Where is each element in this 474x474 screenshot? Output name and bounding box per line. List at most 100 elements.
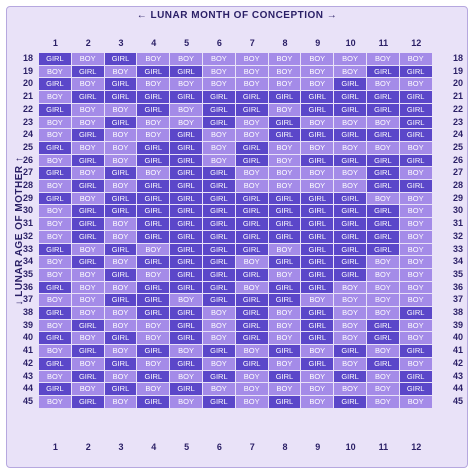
grid-cell: GIRL — [137, 395, 170, 408]
grid-cell: GIRL — [366, 319, 399, 332]
grid-cell: BOY — [235, 281, 268, 294]
grid-cell: GIRL — [235, 294, 268, 307]
table-row: BOY GIRL GIRL GIRL GIRL GIRL GIRL GIRL GIRL GIRL G… — [39, 91, 432, 103]
grid-cell: GIRL — [301, 357, 334, 370]
month-label-top: 12 — [411, 38, 422, 48]
grid-cell: GIRL — [399, 91, 432, 103]
grid-cell: BOY — [399, 357, 432, 370]
grid-cell: GIRL — [202, 230, 235, 243]
grid-cell: BOY — [39, 180, 71, 192]
grid-cell: BOY — [268, 319, 301, 332]
grid-cell: BOY — [399, 268, 432, 281]
grid-cell: GIRL — [301, 192, 334, 205]
grid-cell: GIRL — [334, 129, 366, 141]
age-label-right: 36 — [452, 281, 463, 292]
age-label-right: 39 — [452, 319, 463, 330]
grid-cell: GIRL — [137, 65, 170, 78]
grid-cell: BOY — [137, 319, 170, 332]
grid-cell: GIRL — [366, 243, 399, 256]
grid-cell: GIRL — [170, 141, 202, 154]
age-label-right: 42 — [452, 357, 463, 368]
month-label-bottom: 9 — [315, 442, 321, 452]
grid-cell: BOY — [235, 256, 268, 268]
grid-cell: GIRL — [268, 294, 301, 307]
grid-cell: GIRL — [202, 192, 235, 205]
grid-cell: BOY — [399, 218, 432, 230]
age-label-left: 36 — [22, 281, 33, 292]
age-label-left: 25 — [22, 141, 33, 152]
grid-cell: BOY — [104, 154, 137, 167]
grid-cell: GIRL — [71, 345, 104, 357]
grid-cell: GIRL — [202, 205, 235, 218]
grid-cell: GIRL — [235, 230, 268, 243]
grid-cell: GIRL — [170, 129, 202, 141]
grid-cell: BOY — [399, 78, 432, 91]
grid-cell: BOY — [334, 307, 366, 319]
grid-cell: GIRL — [170, 230, 202, 243]
grid-cell: GIRL — [170, 180, 202, 192]
grid-cell: BOY — [104, 281, 137, 294]
grid-cell: BOY — [268, 307, 301, 319]
grid-cell: GIRL — [268, 91, 301, 103]
month-label-top: 10 — [345, 38, 356, 48]
grid-cell: GIRL — [235, 319, 268, 332]
month-label-top: 8 — [282, 38, 288, 48]
age-label-left: 22 — [22, 103, 33, 114]
grid-cell: BOY — [334, 319, 366, 332]
grid-cell: GIRL — [71, 205, 104, 218]
grid-cell: GIRL — [170, 332, 202, 345]
grid-cell: GIRL — [39, 383, 71, 395]
grid-cell: GIRL — [301, 332, 334, 345]
age-label-left: 30 — [22, 205, 33, 216]
grid-cell: GIRL — [366, 180, 399, 192]
grid-cell: BOY — [399, 192, 432, 205]
age-label-left: 35 — [22, 268, 33, 279]
grid-cell: BOY — [71, 53, 104, 65]
age-label-left: 37 — [22, 294, 33, 305]
grid-cell: BOY — [170, 116, 202, 129]
grid-cell: GIRL — [137, 91, 170, 103]
grid-cell: GIRL — [170, 167, 202, 180]
age-label-left: 27 — [22, 167, 33, 178]
grid-cell: GIRL — [235, 154, 268, 167]
grid-cell: GIRL — [301, 243, 334, 256]
grid-cell: BOY — [137, 116, 170, 129]
grid-cell: BOY — [301, 180, 334, 192]
grid-cell: BOY — [202, 129, 235, 141]
grid-cell: BOY — [268, 78, 301, 91]
grid-cell: BOY — [235, 383, 268, 395]
left-arrow-icon: ← — [136, 10, 148, 21]
table-row: GIRL BOY BOY GIRL BOY GIRL GIRL BOY GIRL GIRL GIRL… — [39, 103, 432, 116]
age-label-right: 19 — [452, 65, 463, 76]
table-row: GIRL BOY GIRL BOY GIRL BOY GIRL BOY GIRL BOY GIRL B… — [39, 357, 432, 370]
grid-cell: GIRL — [104, 383, 137, 395]
grid-cell: BOY — [235, 78, 268, 91]
age-label-right: 35 — [452, 268, 463, 279]
grid-cell: GIRL — [170, 281, 202, 294]
age-label-left: 21 — [22, 91, 33, 102]
table-row: BOY GIRL GIRL GIRL GIRL GIRL GIRL GIRL GIRL GIRL G… — [39, 205, 432, 218]
grid-cell: GIRL — [235, 268, 268, 281]
grid-cell: BOY — [399, 319, 432, 332]
grid-cell: BOY — [39, 91, 71, 103]
grid-cell: BOY — [235, 65, 268, 78]
grid-cell: BOY — [268, 167, 301, 180]
month-label-bottom: 8 — [282, 442, 288, 452]
age-label-left: 20 — [22, 78, 33, 89]
grid-cell: BOY — [301, 395, 334, 408]
grid-cell: BOY — [137, 129, 170, 141]
grid-cell: GIRL — [334, 268, 366, 281]
grid-cell: GIRL — [334, 205, 366, 218]
age-label-left: 28 — [22, 180, 33, 190]
age-label-right: 40 — [452, 332, 463, 343]
grid-cell: GIRL — [170, 383, 202, 395]
grid-cell: GIRL — [104, 192, 137, 205]
age-label-right: 37 — [452, 294, 463, 305]
grid-cell: BOY — [366, 141, 399, 154]
grid-cell: BOY — [39, 218, 71, 230]
month-axis-label: LUNAR MONTH OF CONCEPTION — [150, 10, 324, 21]
grid-cell: GIRL — [202, 268, 235, 281]
grid-cell: GIRL — [235, 205, 268, 218]
grid-cell: BOY — [170, 370, 202, 383]
grid-cell: BOY — [399, 243, 432, 256]
